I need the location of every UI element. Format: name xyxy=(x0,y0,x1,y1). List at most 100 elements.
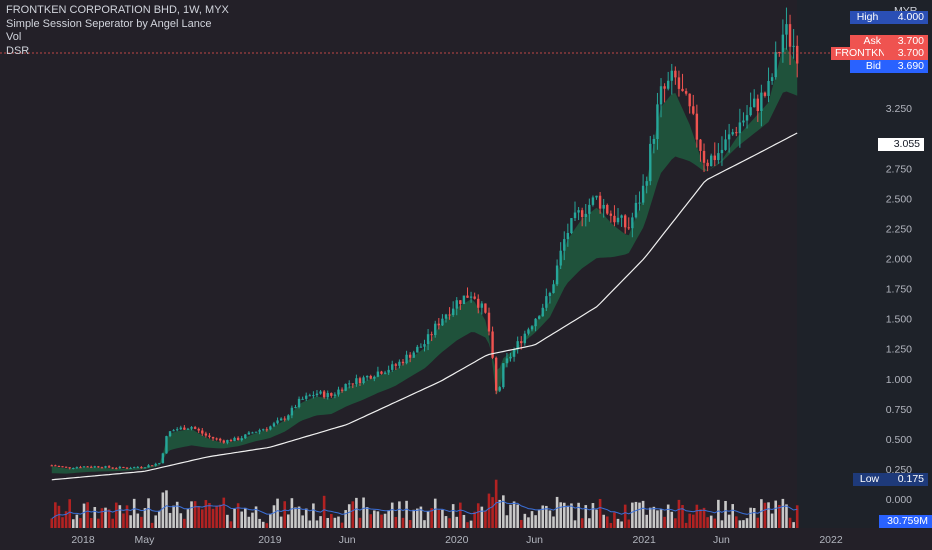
candle-body xyxy=(688,93,691,107)
volume-bar xyxy=(243,507,247,528)
candle-body xyxy=(520,341,523,344)
candle-body xyxy=(208,435,211,437)
candle-body xyxy=(466,295,469,298)
candle-body xyxy=(512,349,516,357)
volume-bar xyxy=(104,507,107,528)
candle-body xyxy=(61,466,64,468)
candle-body xyxy=(552,284,555,293)
candle-body xyxy=(308,395,312,397)
candle-body xyxy=(778,52,781,54)
study-dsr[interactable]: DSR xyxy=(6,44,30,57)
candle-body xyxy=(215,438,218,440)
candle-body xyxy=(143,467,147,469)
candle-body xyxy=(692,106,695,114)
candle-body xyxy=(68,467,71,469)
candle-body xyxy=(451,308,455,316)
volume-bar xyxy=(462,514,466,528)
candle-body xyxy=(190,427,193,429)
volume-bar xyxy=(519,519,523,528)
ask-tag-label: Ask xyxy=(850,35,885,48)
candle-body xyxy=(491,331,494,358)
volume-bar xyxy=(527,517,530,528)
volume-bar xyxy=(283,501,287,528)
candle-body xyxy=(305,395,308,399)
volume-bar xyxy=(64,511,68,528)
volume-bar xyxy=(50,518,54,528)
ma-value-tag: 3.055 xyxy=(878,138,924,151)
candle-body xyxy=(251,432,254,434)
volume-bar xyxy=(602,514,605,528)
volume-bar xyxy=(749,507,752,528)
volume-bar xyxy=(484,510,487,528)
candle-body xyxy=(398,361,401,366)
candle-body xyxy=(430,334,433,336)
low-tag-label: Low xyxy=(853,473,886,486)
candle-body xyxy=(222,440,225,443)
candle-body xyxy=(337,389,340,395)
volume-bar xyxy=(344,510,347,528)
volume-bar xyxy=(54,502,57,528)
volume-bar xyxy=(416,508,419,528)
candle-body xyxy=(150,465,154,467)
candle-body xyxy=(408,354,412,358)
volume-bar xyxy=(505,515,509,528)
candle-body xyxy=(677,77,681,89)
y-tick-label: 1.250 xyxy=(886,344,912,356)
symbol-title[interactable]: FRONTKEN CORPORATION BHD, 1W, MYX xyxy=(6,4,229,16)
chart-legend: FRONTKEN CORPORATION BHD, 1W, MYX Simple… xyxy=(6,4,229,58)
volume-bar xyxy=(114,502,118,528)
candle-body xyxy=(609,213,613,216)
candle-body xyxy=(262,429,265,431)
candle-body xyxy=(115,468,118,470)
candle-body xyxy=(79,467,82,469)
candle-body xyxy=(724,139,727,150)
candle-body xyxy=(631,217,634,229)
candle-body xyxy=(394,364,398,366)
candle-body xyxy=(326,393,329,398)
volume-bar xyxy=(616,518,620,528)
candle-body xyxy=(494,357,498,391)
candle-body xyxy=(434,323,437,336)
candle-body xyxy=(168,431,172,437)
candle-body xyxy=(204,433,208,436)
candle-body xyxy=(380,371,383,374)
volume-bar xyxy=(394,516,398,528)
study-volume[interactable]: Vol xyxy=(6,31,22,43)
volume-bar xyxy=(258,518,261,528)
candle-body xyxy=(663,86,666,89)
study-session-separator[interactable]: Simple Session Seperator by Angel Lance xyxy=(6,17,212,30)
volume-bar xyxy=(767,502,770,528)
candle-body xyxy=(498,387,501,391)
volume-bar xyxy=(376,511,380,528)
volume-bar xyxy=(333,517,337,528)
volume-bar xyxy=(287,514,290,528)
y-tick-label: 2.250 xyxy=(886,223,912,235)
candle-body xyxy=(297,398,301,408)
candle-body xyxy=(219,438,222,441)
volume-bar xyxy=(294,507,297,528)
volume-bar xyxy=(319,516,322,528)
volume-bar xyxy=(68,499,71,528)
candle-body xyxy=(796,45,799,64)
candle-body xyxy=(441,318,444,326)
volume-bar xyxy=(469,520,473,528)
volume-bar xyxy=(193,501,197,528)
volume-bar xyxy=(584,505,588,528)
volume-bar xyxy=(609,522,613,528)
candle-body xyxy=(279,418,283,421)
volume-bar xyxy=(157,510,161,528)
volume-bar xyxy=(412,509,416,528)
volume-bar xyxy=(516,504,519,528)
volume-bar xyxy=(573,520,577,528)
x-tick-label: 2019 xyxy=(258,534,282,546)
volume-bar xyxy=(279,516,283,528)
volume-bar xyxy=(419,506,423,528)
volume-bar xyxy=(165,490,168,528)
volume-bar xyxy=(358,517,362,528)
x-axis: 2018 May 2019 Jun 2020 Jun 2021 Jun 2022 xyxy=(71,534,843,546)
volume-bar xyxy=(545,505,548,528)
volume-bar xyxy=(433,498,437,528)
candle-body xyxy=(348,383,351,385)
volume-bar xyxy=(82,503,86,528)
